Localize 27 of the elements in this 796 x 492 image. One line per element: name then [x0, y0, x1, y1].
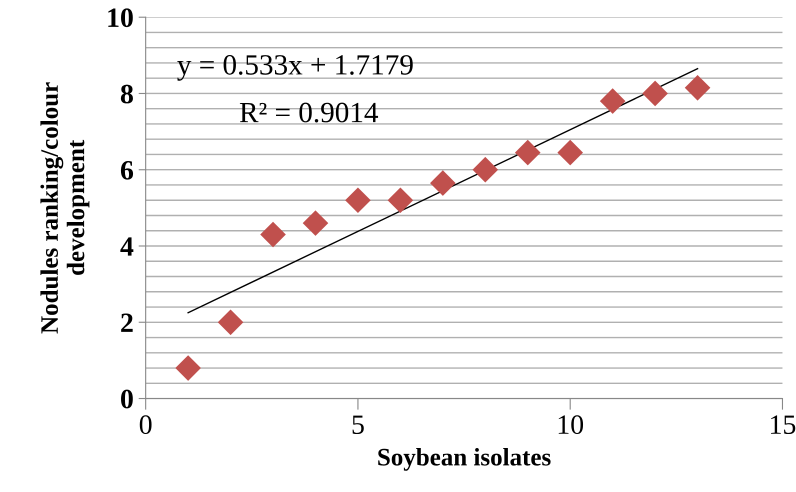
- y-axis-title: Nodules ranking/colour development: [40, 82, 90, 334]
- y-tick-label: 10: [108, 8, 133, 28]
- x-tick-label: 10: [558, 415, 584, 434]
- point: [388, 187, 414, 214]
- point: [557, 140, 584, 166]
- y-tick-label: 8: [120, 84, 133, 104]
- point: [260, 222, 286, 248]
- x-tick-label: 0: [140, 415, 152, 434]
- point: [642, 80, 668, 106]
- y-tick-label: 6: [120, 160, 134, 180]
- point: [302, 210, 328, 236]
- annotation: y = 0.533x + 1.7179: [177, 55, 413, 81]
- y-tick-label: 4: [120, 237, 134, 256]
- x-tick-label: 15: [771, 415, 796, 434]
- point: [472, 156, 498, 183]
- annotation: R² = 0.9014: [240, 102, 378, 122]
- point: [514, 140, 541, 166]
- y-tick-label: 2: [121, 314, 133, 332]
- point: [218, 309, 244, 336]
- point: [600, 88, 626, 114]
- point: [684, 74, 710, 101]
- x-tick-label: 5: [352, 416, 364, 434]
- y-tick-label: 0: [121, 390, 133, 408]
- point: [345, 187, 371, 214]
- x-axis-title: Soybean isolates: [378, 448, 551, 471]
- point: [430, 170, 456, 196]
- point: [175, 355, 201, 381]
